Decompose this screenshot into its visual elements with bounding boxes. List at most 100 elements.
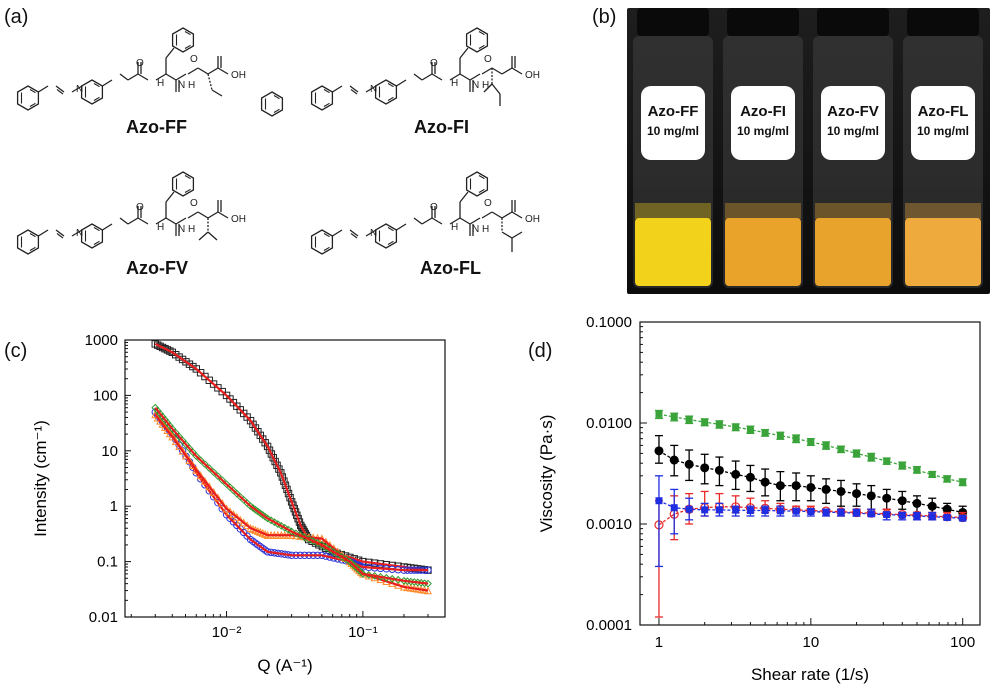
y-tick-label: 0.0010 (586, 516, 632, 533)
data-point (928, 513, 936, 521)
molecule-azo-fi (312, 28, 523, 110)
data-point (158, 419, 167, 428)
data-point (866, 491, 876, 501)
data-point (165, 429, 174, 438)
atom-label: H (451, 78, 458, 89)
series (151, 403, 432, 588)
vial-liquid (815, 218, 891, 286)
data-point (188, 460, 197, 469)
atom-label: OH (525, 70, 540, 81)
data-point (283, 485, 291, 494)
vial-conc: 10 mg/ml (647, 124, 699, 138)
y-tick-label: 0.1 (97, 554, 118, 571)
data-point (171, 437, 180, 446)
data-point (200, 476, 209, 485)
data-point (732, 506, 740, 514)
panel-b-label: (b) (592, 6, 617, 28)
atom-label: OH (231, 214, 246, 225)
data-point (807, 438, 815, 446)
data-point (943, 513, 951, 521)
viscosity-chart: 0.0001 0.0010 0.0100 0.1000 1 10 100 Shear rate… (537, 314, 981, 684)
data-point (201, 372, 209, 381)
data-point (715, 420, 723, 428)
data-point (278, 473, 287, 481)
data-point (655, 410, 663, 418)
data-point (214, 384, 222, 392)
atom-label: O (190, 54, 198, 65)
atom-label: O (430, 58, 438, 69)
vial-name: Azo-FL (918, 103, 969, 120)
vial-label (641, 86, 705, 160)
data-point (942, 504, 952, 514)
vial-liquid (635, 218, 711, 286)
data-point (760, 477, 770, 487)
saxs-chart: 0.01 0.1 1 10 100 1000 10⁻² 10⁻¹ Q (A⁻¹) Intensit… (31, 332, 446, 675)
data-point (269, 454, 277, 462)
series (654, 475, 967, 568)
data-point (265, 446, 274, 454)
fit-line (154, 342, 429, 572)
data-point (655, 497, 663, 505)
data-point (761, 507, 769, 515)
data-point (284, 489, 293, 498)
data-point (731, 469, 741, 479)
panel-a-label: (a) (4, 6, 29, 28)
vial-cap (637, 8, 709, 36)
data-point (746, 426, 754, 434)
atom-label: N (370, 228, 377, 239)
data-point (837, 445, 845, 453)
data-point (928, 470, 936, 478)
vial-cap (727, 8, 799, 36)
atom-label: O (484, 54, 492, 65)
molecule-name: Azo-FI (414, 117, 469, 137)
atom-label: N H (472, 224, 489, 235)
data-point (836, 486, 846, 496)
data-point (153, 341, 162, 349)
molecule-name: Azo-FL (420, 258, 481, 278)
data-point (927, 501, 937, 511)
data-point (685, 505, 693, 513)
data-point (776, 432, 784, 440)
data-point (715, 506, 723, 514)
data-point (156, 416, 165, 425)
series-line (658, 413, 963, 483)
data-point (275, 465, 283, 473)
data-point (153, 413, 162, 422)
vial-name: Azo-FV (827, 103, 879, 120)
data-point (160, 422, 169, 431)
data-point (867, 510, 875, 518)
vial-meniscus (905, 203, 981, 219)
atom-label: N (76, 84, 83, 95)
atom-label: O (430, 202, 438, 213)
molecule-name: Azo-FV (126, 258, 188, 278)
data-point (158, 343, 167, 352)
data-point (700, 463, 710, 473)
vial-cap (817, 8, 889, 36)
vial-label (821, 86, 885, 160)
data-point (791, 481, 801, 491)
vial-conc: 10 mg/ml (827, 124, 879, 138)
vial-meniscus (815, 203, 891, 219)
vial: Azo-FF 10 mg/ml (633, 8, 713, 288)
y-axis-label: Viscosity (Pa·s) (537, 415, 556, 533)
data-point (883, 457, 891, 465)
data-point (761, 429, 769, 437)
vial: Azo-FI 10 mg/ml (723, 8, 803, 288)
vial-meniscus (635, 203, 711, 219)
atom-label: N H (472, 80, 489, 91)
data-point (745, 472, 755, 482)
data-point (913, 512, 921, 520)
data-point (181, 451, 191, 460)
x-axis-label: Q (A⁻¹) (257, 656, 312, 675)
plot-frame (639, 321, 981, 626)
data-point (280, 477, 288, 485)
data-point (807, 507, 815, 515)
data-point (822, 441, 830, 449)
data-point (218, 498, 227, 507)
atom-label: H (157, 78, 164, 89)
data-point (670, 504, 678, 512)
vials-photo: Azo-FF 10 mg/ml Azo-FI 10 mg/ml Azo-FV 10 mg/… (627, 8, 990, 294)
vials-svg: Azo-FF 10 mg/ml Azo-FI 10 mg/ml Azo-FV 10 mg/… (633, 8, 983, 288)
y-tick-label: 0.01 (89, 609, 118, 626)
x-tick-label: 100 (950, 634, 975, 651)
